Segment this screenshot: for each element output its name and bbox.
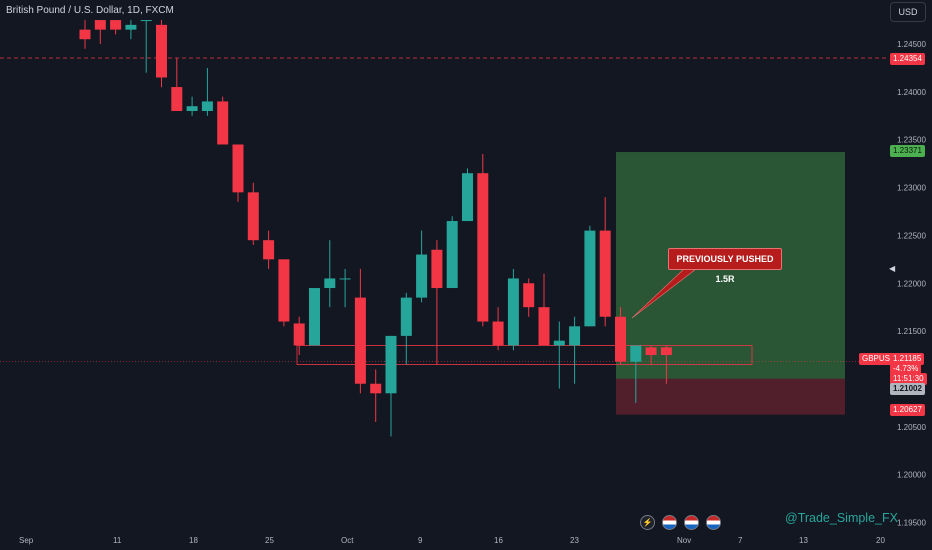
long-position-tool (616, 152, 845, 415)
currency-button[interactable]: USD (890, 2, 926, 22)
candle-body (462, 173, 473, 222)
candle-body (615, 316, 626, 362)
y-tick-label: 1.21500 (897, 327, 926, 336)
us-flag-icon[interactable] (706, 515, 721, 530)
watermark-text: @Trade_Simple_FX (785, 511, 898, 525)
candle-body (569, 326, 581, 346)
candle-body (584, 230, 596, 327)
candle-body (370, 383, 382, 394)
price-tag-target: 1.23371 (890, 145, 925, 157)
candle-body (400, 297, 412, 336)
candle-body (416, 254, 428, 298)
candle-body (660, 347, 672, 356)
x-tick-label: 9 (418, 536, 423, 545)
x-tick-label: 7 (738, 536, 743, 545)
candle-body (339, 278, 351, 280)
annotation-callout[interactable]: PREVIOUSLY PUSHED 1.5R (668, 248, 782, 284)
support-zone (296, 345, 753, 365)
x-tick-label: 11 (113, 536, 122, 545)
price-tag-current: 1.21185 (890, 353, 925, 365)
us-flag-icon[interactable] (684, 515, 699, 530)
lightning-icon[interactable]: ⚡ (640, 515, 655, 530)
candle-body (293, 323, 305, 346)
x-tick-label: Nov (677, 536, 691, 545)
candle-body (309, 288, 320, 346)
event-icons: ⚡ (640, 515, 721, 530)
y-tick-label: 1.20000 (897, 471, 926, 480)
x-tick-label: Sep (19, 536, 34, 545)
candle-body (171, 87, 183, 111)
x-tick-label: Oct (341, 536, 354, 545)
symbol-price-tag: GBPUSD (859, 353, 899, 365)
loss-zone (616, 378, 845, 415)
candle-body (523, 283, 535, 308)
candle-body (278, 259, 290, 322)
candlesticks (79, 20, 672, 437)
price-tag-resistance: 1.24354 (890, 53, 925, 65)
candle-body (125, 24, 137, 30)
y-tick-label: 1.24000 (897, 88, 926, 97)
candle-body (94, 20, 106, 30)
candle-body (645, 347, 657, 356)
candle-body (156, 24, 167, 78)
price-tag-countdown: 11:51:30 (890, 373, 927, 385)
candle-body (140, 20, 152, 22)
candle-body (201, 101, 213, 111)
symbol-title: British Pound / U.S. Dollar, 1D, FXCM (6, 5, 174, 16)
x-tick-label: 25 (265, 536, 274, 545)
y-tick-label: 1.23500 (897, 136, 926, 145)
candle-body (538, 307, 550, 346)
candle-body (232, 144, 244, 193)
y-tick-label: 1.22500 (897, 231, 926, 240)
candle-body (385, 335, 397, 394)
candle-body (110, 20, 122, 30)
candle-body (599, 230, 611, 317)
y-tick-label: 1.19500 (897, 519, 926, 528)
candle-body (630, 345, 642, 362)
price-tag-change: -4.73% (890, 363, 922, 375)
horizontal-lines (0, 57, 888, 365)
y-tick-label: 1.23000 (897, 184, 926, 193)
y-tick-label: 1.20500 (897, 423, 926, 432)
x-tick-label: 23 (570, 536, 579, 545)
price-tag-stop: 1.20627 (890, 404, 925, 416)
candle-body (324, 278, 336, 289)
candle-body (507, 278, 519, 346)
price-tag-entry: 1.21002 (890, 383, 925, 395)
candle-body (186, 106, 198, 111)
us-flag-icon[interactable] (662, 515, 677, 530)
scroll-arrow-icon[interactable]: ◀ (889, 264, 896, 273)
axes: 1.24500 1.24000 1.23500 1.23000 1.22500 1.220… (19, 40, 926, 545)
x-tick-label: 20 (876, 536, 885, 545)
x-tick-label: 18 (189, 536, 198, 545)
candle-body (553, 340, 565, 346)
x-tick-label: 13 (799, 536, 808, 545)
candle-body (492, 321, 504, 346)
candle-body (217, 101, 229, 145)
y-tick-label: 1.22000 (897, 279, 926, 288)
candle-body (354, 297, 366, 384)
candle-body (477, 173, 489, 322)
candle-body (431, 249, 443, 289)
candle-body (247, 192, 259, 241)
candle-body (79, 29, 91, 40)
y-tick-label: 1.24500 (897, 40, 926, 49)
candle-body (446, 221, 458, 289)
candle-body (263, 240, 275, 260)
x-tick-label: 16 (494, 536, 503, 545)
